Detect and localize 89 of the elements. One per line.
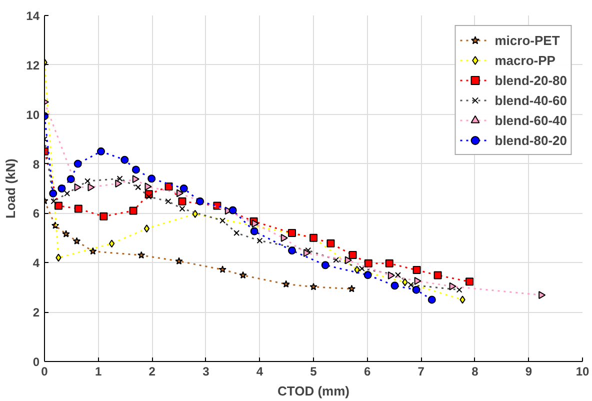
x-tick-label: 6 [364, 364, 371, 378]
point [178, 197, 186, 206]
point [180, 184, 188, 192]
point [434, 271, 442, 280]
point [414, 276, 422, 285]
x-tick-label: 4 [256, 364, 264, 378]
point [138, 251, 146, 259]
point [280, 234, 288, 242]
x-tick-label: 10 [576, 364, 590, 378]
point [144, 182, 152, 191]
point [449, 282, 456, 290]
point [148, 174, 156, 183]
x-tick-label: 8 [472, 364, 479, 378]
point [129, 206, 138, 215]
legend-label: blend-20-80 [494, 72, 567, 88]
point [176, 189, 184, 198]
y-tick-label: 14 [26, 9, 40, 23]
y-tick-label: 0 [32, 355, 40, 369]
point [175, 257, 183, 264]
point [321, 261, 330, 270]
point [89, 247, 97, 255]
y-tick-label: 6 [32, 206, 40, 221]
point [100, 212, 108, 220]
point [303, 249, 311, 258]
legend-label: blend-60-40 [494, 112, 567, 128]
y-tick-label: 10 [26, 108, 40, 122]
legend-label: macro-PP [494, 52, 556, 68]
x-tick-label: 5 [310, 364, 318, 378]
point [115, 180, 122, 188]
point [388, 271, 395, 280]
point [348, 250, 357, 259]
point [344, 256, 352, 264]
point [364, 271, 372, 279]
point [196, 197, 204, 206]
point [66, 175, 75, 184]
point [538, 291, 546, 300]
point [402, 278, 408, 286]
point [412, 266, 421, 274]
y-tick-label: 8 [32, 157, 40, 172]
point [74, 204, 82, 213]
point [282, 280, 290, 288]
legend-label: micro-PET [494, 32, 560, 48]
y-tick-label: 4 [32, 256, 40, 270]
point [460, 296, 466, 304]
point [390, 282, 399, 290]
point [252, 220, 259, 228]
point [412, 286, 420, 294]
y-tick-label: 12 [26, 58, 40, 72]
point [58, 184, 66, 192]
point [228, 206, 237, 214]
x-tick-label: 7 [418, 364, 425, 378]
point [62, 230, 70, 238]
point [288, 228, 296, 237]
point [54, 202, 62, 210]
y-tick-label: 2 [32, 306, 40, 320]
point [164, 182, 173, 191]
point [466, 278, 474, 286]
x-tick-label: 3 [202, 364, 210, 378]
point [88, 183, 95, 192]
legend-label: blend-80-20 [494, 132, 567, 148]
point [120, 156, 129, 164]
point [326, 239, 335, 248]
point [96, 147, 105, 156]
point [192, 210, 198, 218]
point [250, 227, 258, 236]
x-tick-label: 9 [525, 364, 532, 378]
x-tick-label: 1 [94, 364, 102, 378]
point [144, 224, 150, 233]
point [288, 246, 296, 255]
point [56, 254, 62, 262]
x-tick-label: 2 [148, 364, 156, 378]
x-tick-label: 0 [41, 364, 48, 378]
point [385, 259, 394, 268]
legend-label: blend-40-60 [494, 92, 567, 108]
point [310, 282, 318, 290]
point [74, 183, 82, 192]
point [132, 166, 140, 174]
point [132, 175, 140, 184]
point [74, 160, 82, 168]
y-axis-title: Load (kN) [3, 158, 18, 218]
point [72, 237, 81, 244]
x-axis-title: CTOD (mm) [278, 384, 350, 398]
point [348, 284, 356, 292]
point [239, 271, 247, 279]
point [108, 240, 115, 248]
point [428, 296, 436, 304]
point [364, 259, 372, 268]
point [49, 189, 58, 198]
point [218, 266, 226, 273]
